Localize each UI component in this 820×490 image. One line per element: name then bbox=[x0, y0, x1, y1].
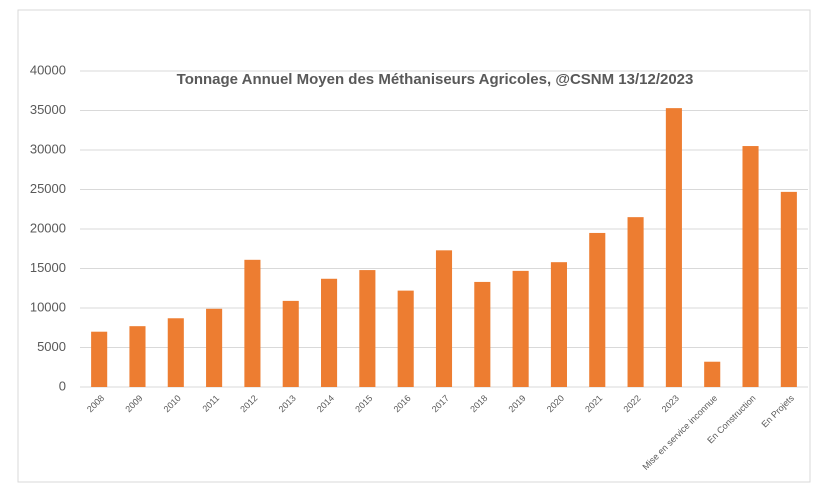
y-tick-label: 35000 bbox=[30, 102, 66, 117]
bar bbox=[244, 259, 261, 387]
bar bbox=[589, 232, 606, 387]
bar bbox=[91, 331, 108, 387]
bar bbox=[474, 281, 491, 387]
y-tick-label: 0 bbox=[59, 378, 66, 393]
bar bbox=[704, 361, 721, 387]
y-tick-label: 15000 bbox=[30, 260, 66, 275]
bar bbox=[742, 146, 759, 387]
y-tick-label: 5000 bbox=[37, 339, 66, 354]
bar bbox=[550, 262, 567, 387]
bar bbox=[780, 191, 797, 387]
bar bbox=[321, 278, 338, 387]
bar bbox=[665, 108, 682, 387]
bar bbox=[206, 308, 223, 387]
bar bbox=[512, 270, 529, 387]
y-tick-label: 10000 bbox=[30, 299, 66, 314]
bar bbox=[167, 318, 184, 387]
y-tick-label: 20000 bbox=[30, 220, 66, 235]
bar bbox=[627, 217, 644, 387]
bar bbox=[359, 270, 376, 387]
bar bbox=[282, 300, 299, 387]
y-tick-label: 30000 bbox=[30, 141, 66, 156]
bar bbox=[129, 326, 146, 387]
bar bbox=[435, 250, 453, 387]
y-tick-label: 25000 bbox=[30, 181, 66, 196]
chart-title: Tonnage Annuel Moyen des Méthaniseurs Ag… bbox=[177, 71, 694, 88]
bar bbox=[397, 290, 414, 387]
y-tick-label: 40000 bbox=[30, 62, 66, 77]
